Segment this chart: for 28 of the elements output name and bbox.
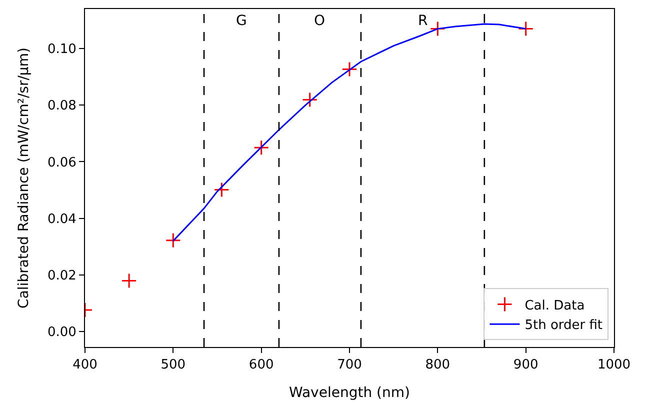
x-tick-label: 400 [72,358,98,373]
x-tick-label: 500 [160,358,186,373]
x-tick-label: 800 [425,358,450,373]
x-tick-label: 1000 [597,358,631,373]
x-tick-label: 900 [513,358,538,373]
point [518,21,534,37]
point [342,62,358,77]
point [165,232,181,248]
point [302,92,318,108]
y-tick-label: 0.04 [47,212,76,227]
annotation: O [314,13,326,29]
annotation: G [236,13,247,29]
y-axis-title: Calibrated Radiance (mW/cm²/sr/μm) [16,48,32,308]
point [214,182,230,198]
legend-label: 5th order fit [524,318,603,334]
y-tick-label: 0.02 [47,268,76,284]
legend-label: Cal. Data [524,298,585,314]
point [430,21,446,37]
y-tick-label: 0.00 [47,324,76,340]
point [121,273,137,289]
y-tick-label: 0.10 [47,42,76,58]
x-tick-label: 600 [248,358,274,373]
x-tick-label: 700 [337,358,362,373]
annotation: R [418,13,428,29]
y-tick-label: 0.08 [47,98,76,114]
y-tick-label: 0.06 [47,155,76,170]
point [254,140,270,156]
x-axis-title: Wavelength (nm) [289,384,410,401]
